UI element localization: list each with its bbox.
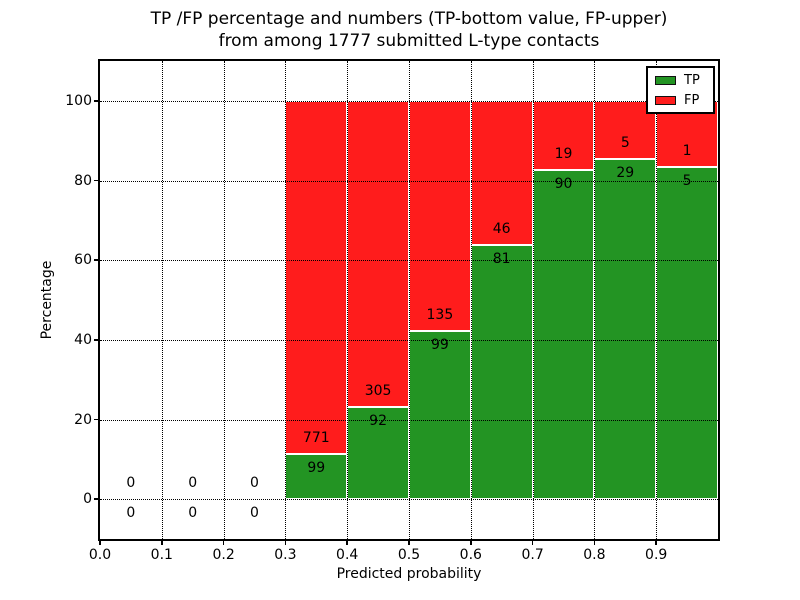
tp-count-label: 90 bbox=[554, 176, 573, 193]
tp-count-label: 5 bbox=[682, 173, 692, 190]
fp-swatch-icon bbox=[655, 95, 676, 105]
x-tick-label: 0.0 bbox=[88, 547, 112, 563]
x-gridline bbox=[347, 61, 349, 539]
bar-fp-segment bbox=[409, 100, 471, 331]
x-tick bbox=[346, 541, 348, 545]
tp-count-label: 0 bbox=[188, 505, 198, 522]
chart-title-line1: TP /FP percentage and numbers (TP-bottom… bbox=[150, 9, 668, 29]
x-gridline bbox=[161, 61, 163, 539]
x-tick bbox=[655, 541, 657, 545]
x-tick-label: 0.1 bbox=[150, 547, 173, 563]
y-tick-label: 0 bbox=[83, 491, 92, 508]
x-tick bbox=[222, 541, 225, 545]
y-tick-label: 40 bbox=[74, 331, 92, 348]
tp-count-label: 81 bbox=[492, 251, 511, 268]
x-tick-label: 0.8 bbox=[583, 547, 606, 563]
x-tick bbox=[531, 541, 534, 545]
legend: TP FP bbox=[646, 66, 715, 114]
legend-item-tp: TP bbox=[655, 72, 713, 88]
x-tick-label: 0.3 bbox=[274, 547, 297, 563]
chart-title-line2: from among 1777 submitted L-type contact… bbox=[218, 31, 600, 51]
tp-count-label: 0 bbox=[126, 505, 136, 522]
x-tick-label: 0.7 bbox=[521, 547, 544, 563]
chart-title: TP /FP percentage and numbers (TP-bottom… bbox=[9, 8, 800, 52]
y-tick-label: 80 bbox=[74, 172, 92, 189]
x-tick bbox=[408, 541, 410, 545]
y-tick-label: 60 bbox=[74, 252, 92, 269]
fp-count-label: 46 bbox=[492, 221, 511, 238]
y-tick bbox=[94, 259, 98, 261]
tp-count-label: 0 bbox=[250, 505, 259, 522]
x-gridline bbox=[532, 61, 534, 539]
fp-count-label: 771 bbox=[302, 429, 330, 446]
y-tick-label: 100 bbox=[65, 92, 92, 109]
bar-fp-segment bbox=[347, 100, 409, 407]
x-tick-label: 0.2 bbox=[212, 547, 235, 563]
legend-label-tp: TP bbox=[684, 72, 700, 88]
x-gridline bbox=[409, 61, 410, 539]
plot-area: 0 0 0 0 0 0 771 99 305 92 135 99 46 81 19 90 5 29 1 5 0.0 0.1… bbox=[65, 59, 720, 563]
tp-count-label: 99 bbox=[430, 336, 449, 353]
bar-tp-segment bbox=[656, 167, 718, 500]
fp-count-label: 5 bbox=[620, 135, 630, 152]
bar-tp-segment bbox=[347, 406, 409, 500]
x-gridline bbox=[285, 61, 287, 539]
y-tick-label: 20 bbox=[74, 411, 92, 428]
bar-fp-segment bbox=[285, 100, 348, 454]
y-tick bbox=[94, 179, 98, 182]
fp-count-label: 305 bbox=[364, 382, 392, 399]
x-gridline bbox=[470, 61, 472, 539]
fp-count-label: 135 bbox=[426, 306, 454, 323]
fp-count-label: 0 bbox=[250, 475, 259, 492]
fp-count-label: 1 bbox=[682, 143, 692, 160]
bar-tp-segment bbox=[285, 453, 348, 500]
fp-count-label: 19 bbox=[554, 146, 573, 163]
x-tick bbox=[593, 541, 596, 545]
x-tick bbox=[161, 541, 163, 545]
x-gridline bbox=[223, 61, 225, 539]
bar-tp-segment bbox=[532, 170, 595, 500]
x-tick-label: 0.5 bbox=[397, 547, 421, 563]
fp-count-label: 0 bbox=[126, 475, 136, 492]
tp-swatch-icon bbox=[655, 75, 676, 85]
bar-fp-segment bbox=[532, 100, 595, 171]
x-tick-label: 0.9 bbox=[645, 547, 668, 563]
fp-count-label: 0 bbox=[188, 475, 198, 492]
bar-tp-segment bbox=[470, 245, 533, 500]
x-axis-label: Predicted probability bbox=[336, 566, 482, 582]
x-tick bbox=[99, 541, 101, 545]
bar-tp-segment bbox=[409, 330, 471, 500]
legend-label-fp: FP bbox=[684, 92, 700, 108]
x-gridline bbox=[594, 61, 596, 539]
legend-item-fp: FP bbox=[655, 92, 713, 108]
tp-count-label: 29 bbox=[616, 165, 635, 182]
y-tick bbox=[94, 498, 98, 500]
bar-tp-segment bbox=[594, 159, 657, 500]
tp-count-label: 99 bbox=[307, 459, 326, 476]
x-tick-label: 0.4 bbox=[336, 547, 359, 563]
tp-count-label: 92 bbox=[369, 412, 388, 429]
x-tick bbox=[470, 541, 472, 545]
x-tick bbox=[284, 541, 287, 545]
y-tick bbox=[94, 418, 98, 421]
y-axis-label: Percentage bbox=[39, 260, 55, 340]
x-gridline bbox=[656, 61, 658, 539]
y-tick bbox=[94, 100, 98, 102]
x-tick-label: 0.6 bbox=[459, 547, 482, 563]
y-tick bbox=[94, 339, 98, 341]
